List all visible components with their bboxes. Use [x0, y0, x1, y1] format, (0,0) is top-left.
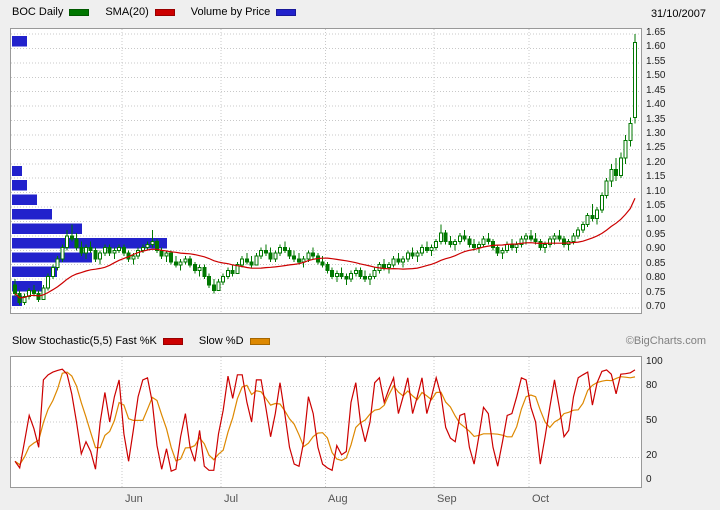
price-series-swatch — [69, 9, 89, 16]
sma-series-label: SMA(20) — [105, 6, 148, 18]
symbol-series-label: BOC Daily — [12, 6, 63, 18]
month-axis-label: Jul — [224, 493, 238, 506]
price-axis-label: 1.60 — [646, 41, 665, 53]
stochastic-chart-canvas — [11, 357, 641, 487]
stochastic-axis-label: 20 — [646, 450, 657, 462]
price-axis-label: 1.25 — [646, 142, 665, 154]
price-axis-label: 1.65 — [646, 27, 665, 39]
price-axis-label: 1.05 — [646, 200, 665, 212]
price-axis-label: 1.30 — [646, 128, 665, 140]
bigcharts-page: { "header": { "symbol_label": "BOC Daily… — [0, 0, 720, 510]
stochastic-k-label: Slow Stochastic(5,5) Fast %K — [12, 335, 157, 347]
month-axis-label: Jun — [125, 493, 143, 506]
price-axis-label: 0.90 — [646, 243, 665, 255]
sma-series-swatch — [155, 9, 175, 16]
volume-series-label: Volume by Price — [191, 6, 270, 18]
stochastic-k-swatch — [163, 338, 183, 345]
price-axis-label: 1.45 — [646, 85, 665, 97]
month-axis-label: Sep — [437, 493, 457, 506]
stochastic-d-swatch — [250, 338, 270, 345]
chart-header-legend: BOC Daily SMA(20) Volume by Price — [12, 6, 312, 18]
stochastic-axis-label: 100 — [646, 356, 663, 368]
price-axis-label: 1.40 — [646, 99, 665, 111]
price-axis-label: 0.85 — [646, 258, 665, 270]
volume-series-swatch — [276, 9, 296, 16]
stochastic-d-label: Slow %D — [199, 335, 244, 347]
price-axis-label: 1.55 — [646, 56, 665, 68]
price-axis-label: 1.35 — [646, 114, 665, 126]
stochastic-chart-panel — [10, 356, 642, 488]
stochastic-axis-label: 80 — [646, 380, 657, 392]
month-axis-label: Oct — [532, 493, 549, 506]
as-of-date: 31/10/2007 — [651, 8, 706, 20]
price-chart-canvas — [11, 29, 641, 313]
price-axis-label: 1.20 — [646, 157, 665, 169]
price-axis-label: 0.75 — [646, 287, 665, 299]
stochastic-header-legend: Slow Stochastic(5,5) Fast %K Slow %D — [12, 335, 286, 347]
price-axis-label: 0.95 — [646, 229, 665, 241]
price-axis-label: 1.50 — [646, 70, 665, 82]
bigcharts-copyright: ©BigCharts.com — [626, 335, 706, 347]
stochastic-axis-label: 0 — [646, 474, 652, 486]
price-axis-label: 1.15 — [646, 171, 665, 183]
price-axis-label: 0.70 — [646, 301, 665, 313]
price-axis-label: 0.80 — [646, 272, 665, 284]
price-axis-label: 1.10 — [646, 186, 665, 198]
stochastic-axis-label: 50 — [646, 415, 657, 427]
price-chart-panel — [10, 28, 642, 314]
price-axis-label: 1.00 — [646, 214, 665, 226]
month-axis-label: Aug — [328, 493, 348, 506]
